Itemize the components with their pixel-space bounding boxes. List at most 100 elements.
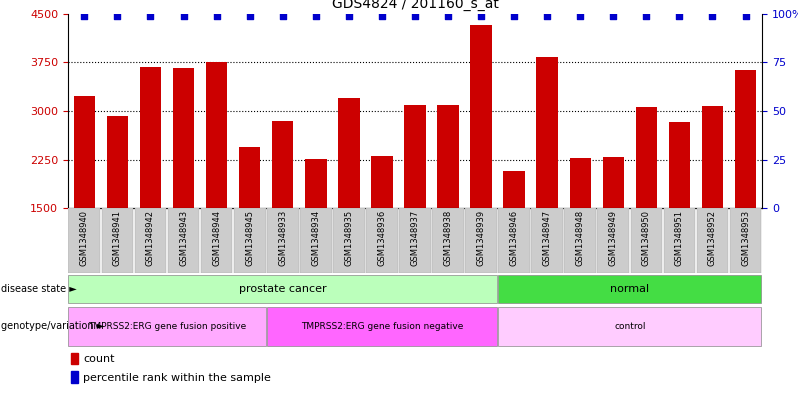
Bar <box>498 307 761 346</box>
Bar <box>570 158 591 208</box>
Text: GSM1348938: GSM1348938 <box>444 210 452 266</box>
Text: GSM1348943: GSM1348943 <box>179 210 188 266</box>
Text: GSM1348940: GSM1348940 <box>80 210 89 266</box>
Bar <box>531 208 563 273</box>
Bar <box>333 208 365 273</box>
Point <box>508 13 520 19</box>
Bar <box>267 307 497 346</box>
Text: GSM1348953: GSM1348953 <box>741 210 750 266</box>
Bar <box>267 208 298 273</box>
Bar <box>69 307 266 346</box>
Text: normal: normal <box>610 284 650 294</box>
Bar <box>504 171 525 208</box>
Bar <box>206 62 227 208</box>
Bar <box>338 98 360 208</box>
Bar <box>498 208 530 273</box>
Bar <box>602 157 624 208</box>
Bar <box>272 121 294 208</box>
Text: percentile rank within the sample: percentile rank within the sample <box>84 373 271 382</box>
Point <box>144 13 157 19</box>
Bar <box>69 208 101 273</box>
Bar <box>107 116 128 208</box>
Text: GSM1348946: GSM1348946 <box>510 210 519 266</box>
Text: GSM1348935: GSM1348935 <box>345 210 354 266</box>
Bar <box>101 208 133 273</box>
Bar <box>735 70 757 208</box>
Bar <box>405 105 425 208</box>
Point <box>739 13 752 19</box>
Text: GSM1348934: GSM1348934 <box>311 210 320 266</box>
Point <box>78 13 91 19</box>
Bar <box>437 105 459 208</box>
Point <box>673 13 685 19</box>
Bar <box>465 208 497 273</box>
Point <box>475 13 488 19</box>
Point <box>441 13 454 19</box>
Text: GSM1348936: GSM1348936 <box>377 210 386 266</box>
Point <box>342 13 355 19</box>
Point <box>177 13 190 19</box>
Point <box>276 13 289 19</box>
Point <box>243 13 256 19</box>
Text: control: control <box>614 322 646 331</box>
Bar <box>536 57 558 208</box>
Text: GSM1348944: GSM1348944 <box>212 210 221 266</box>
Point <box>640 13 653 19</box>
Bar <box>300 208 332 273</box>
Text: GSM1348951: GSM1348951 <box>675 210 684 266</box>
Bar <box>598 208 629 273</box>
Point <box>310 13 322 19</box>
Text: GSM1348952: GSM1348952 <box>708 210 717 266</box>
Text: TMPRSS2:ERG gene fusion negative: TMPRSS2:ERG gene fusion negative <box>301 322 463 331</box>
Point <box>210 13 223 19</box>
Title: GDS4824 / 201160_s_at: GDS4824 / 201160_s_at <box>331 0 499 11</box>
Point <box>111 13 124 19</box>
Bar <box>305 159 326 208</box>
Bar <box>371 156 393 208</box>
Text: GSM1348949: GSM1348949 <box>609 210 618 266</box>
Bar <box>701 107 723 208</box>
Bar <box>433 208 464 273</box>
Text: count: count <box>84 354 115 364</box>
Bar <box>168 208 200 273</box>
Bar <box>135 208 166 273</box>
Bar <box>669 122 690 208</box>
Bar <box>470 26 492 208</box>
Text: TMPRSS2:ERG gene fusion positive: TMPRSS2:ERG gene fusion positive <box>88 322 246 331</box>
Point <box>607 13 620 19</box>
Text: GSM1348945: GSM1348945 <box>245 210 254 266</box>
Bar <box>201 208 232 273</box>
Point <box>376 13 389 19</box>
Point <box>706 13 719 19</box>
Bar <box>73 96 95 208</box>
Bar <box>234 208 266 273</box>
Point <box>409 13 421 19</box>
Bar <box>664 208 695 273</box>
Text: GSM1348939: GSM1348939 <box>476 210 485 266</box>
Bar <box>636 107 657 208</box>
Point <box>541 13 554 19</box>
Text: GSM1348942: GSM1348942 <box>146 210 155 266</box>
Text: prostate cancer: prostate cancer <box>239 284 326 294</box>
Bar <box>71 353 77 364</box>
Text: GSM1348937: GSM1348937 <box>410 210 420 266</box>
Bar <box>498 275 761 303</box>
Text: GSM1348933: GSM1348933 <box>279 210 287 266</box>
Bar <box>630 208 662 273</box>
Bar <box>239 147 260 208</box>
Bar <box>399 208 431 273</box>
Bar <box>729 208 761 273</box>
Bar <box>697 208 729 273</box>
Text: GSM1348941: GSM1348941 <box>113 210 122 266</box>
Bar <box>564 208 596 273</box>
Text: GSM1348950: GSM1348950 <box>642 210 651 266</box>
Bar <box>69 275 497 303</box>
Text: disease state ►: disease state ► <box>1 284 77 294</box>
Text: GSM1348947: GSM1348947 <box>543 210 551 266</box>
Text: genotype/variation ►: genotype/variation ► <box>1 321 104 331</box>
Bar <box>173 68 194 208</box>
Bar <box>140 67 161 208</box>
Bar <box>71 371 77 383</box>
Bar <box>366 208 397 273</box>
Text: GSM1348948: GSM1348948 <box>576 210 585 266</box>
